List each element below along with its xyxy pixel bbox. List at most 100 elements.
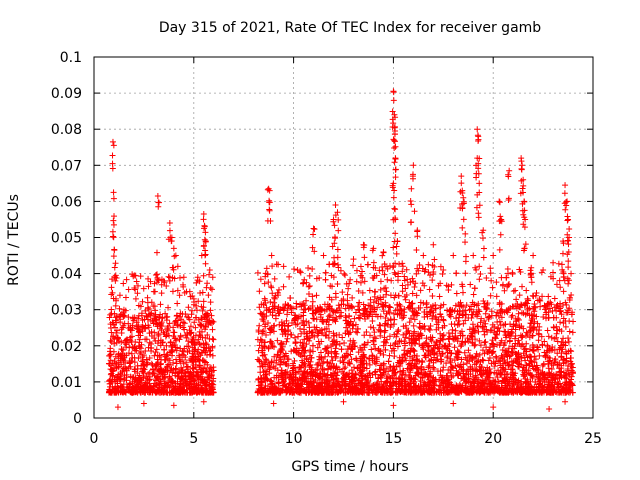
data-point: [145, 283, 152, 290]
data-point: [156, 353, 163, 360]
data-point: [513, 296, 520, 303]
data-point: [161, 279, 168, 286]
data-point: [204, 361, 211, 368]
data-point: [106, 352, 113, 359]
data-point: [157, 311, 164, 318]
data-point: [158, 320, 165, 327]
data-point: [127, 380, 134, 387]
data-point: [202, 386, 209, 393]
data-point: [135, 342, 142, 349]
data-point: [163, 282, 170, 289]
data-point: [107, 325, 114, 332]
data-point: [207, 285, 214, 292]
data-point: [183, 334, 190, 341]
data-point: [172, 372, 179, 379]
data-point: [126, 383, 133, 390]
data-point: [148, 360, 155, 367]
data-point: [209, 352, 216, 359]
data-point: [136, 336, 143, 343]
data-point: [149, 317, 156, 324]
data-point: [177, 274, 184, 281]
data-point: [160, 388, 167, 395]
data-point: [111, 376, 118, 383]
data-point: [131, 366, 138, 373]
data-point: [197, 322, 204, 329]
data-point: [137, 273, 144, 280]
data-point: [163, 352, 170, 359]
data-point: [108, 291, 115, 298]
data-point: [208, 286, 215, 293]
data-point: [173, 313, 180, 320]
data-point: [210, 381, 217, 388]
data-point: [195, 353, 202, 360]
data-point: [120, 313, 127, 320]
data-point: [210, 318, 217, 325]
data-point: [110, 367, 117, 374]
data-point: [164, 367, 171, 374]
data-point: [112, 302, 119, 309]
data-point: [172, 344, 179, 351]
data-point: [135, 312, 142, 319]
data-point: [347, 276, 354, 283]
data-point: [191, 319, 198, 326]
data-point: [190, 372, 197, 379]
data-point: [170, 324, 177, 331]
data-point: [140, 388, 147, 395]
data-point: [208, 312, 215, 319]
data-point: [113, 364, 120, 371]
data-point: [151, 280, 158, 287]
data-point: [201, 344, 208, 351]
data-point: [127, 359, 134, 366]
data-point: [135, 302, 142, 309]
data-point: [140, 366, 147, 373]
data-point: [128, 389, 135, 396]
data-point: [143, 356, 150, 363]
data-point: [153, 362, 160, 369]
data-point: [180, 352, 187, 359]
data-point: [120, 280, 127, 287]
data-point: [199, 307, 206, 314]
data-point: [134, 362, 141, 369]
data-point: [208, 389, 215, 396]
data-point: [108, 306, 115, 313]
data-point: [161, 330, 168, 337]
data-point: [200, 272, 207, 279]
data-point: [191, 339, 198, 346]
data-point: [119, 324, 126, 331]
data-point: [132, 347, 139, 354]
data-point: [165, 377, 172, 384]
data-point: [135, 332, 142, 339]
data-point: [125, 320, 132, 327]
data-point: [201, 358, 208, 365]
data-point: [129, 314, 136, 321]
data-point: [196, 278, 203, 285]
data-point: [206, 271, 213, 278]
data-point: [125, 286, 132, 293]
data-point: [142, 379, 149, 386]
data-point: [169, 348, 176, 355]
data-point: [145, 275, 152, 282]
data-point: [172, 318, 179, 325]
data-point: [202, 368, 209, 375]
data-point: [182, 310, 189, 317]
data-point: [210, 336, 217, 343]
data-point: [153, 382, 160, 389]
data-point: [184, 366, 191, 373]
data-point: [204, 352, 211, 359]
data-point: [177, 358, 184, 365]
data-point: [142, 322, 149, 329]
data-point: [170, 359, 177, 366]
data-point: [153, 388, 160, 395]
data-point: [161, 380, 168, 387]
data-point: [164, 313, 171, 320]
data-point: [148, 310, 155, 317]
data-point: [156, 376, 163, 383]
data-point: [148, 344, 155, 351]
data-point: [121, 312, 128, 319]
data-point: [173, 366, 180, 373]
data-point: [167, 381, 174, 388]
data-point: [154, 361, 161, 368]
data-point: [187, 381, 194, 388]
data-point: [107, 311, 114, 318]
